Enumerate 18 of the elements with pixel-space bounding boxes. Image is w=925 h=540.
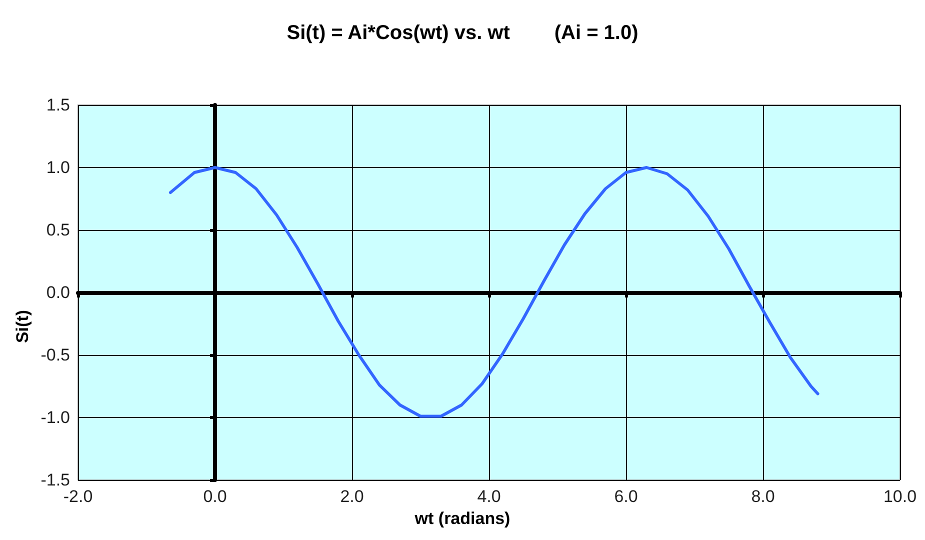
x-tick-label: 2.0 — [340, 487, 364, 506]
y-tick-label: -0.5 — [40, 346, 70, 364]
x-tick-label: 6.0 — [614, 487, 638, 506]
y-tick-label: -1.5 — [40, 470, 70, 490]
x-tick-label: 4.0 — [477, 487, 501, 506]
x-axis-title: wt (radians) — [414, 509, 510, 528]
x-tick-label: 8.0 — [751, 487, 775, 506]
y-tick-label: 1.5 — [46, 96, 70, 114]
y-tick-label: -1.0 — [40, 408, 70, 427]
x-tick-label: 0.0 — [203, 487, 227, 506]
y-tick-label: 0.5 — [46, 220, 70, 240]
y-axis-title: Si(t) — [13, 310, 32, 344]
y-tick-label: 0.0 — [46, 283, 70, 302]
x-tick-label: -2.0 — [63, 487, 93, 506]
line-series — [168, 166, 820, 418]
chart-title: Si(t) = Ai*Cos(wt) vs. wt (Ai = 1.0) — [286, 22, 638, 44]
x-tick-label: 10.0 — [883, 487, 917, 506]
y-tick-label: 1.0 — [46, 158, 70, 177]
